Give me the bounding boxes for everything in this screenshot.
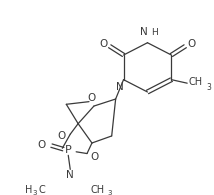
Text: O: O [37, 140, 46, 150]
Text: C: C [38, 185, 45, 195]
Text: 3: 3 [207, 83, 211, 92]
Text: N: N [66, 170, 74, 180]
Text: O: O [91, 152, 99, 162]
Text: O: O [100, 39, 108, 50]
Text: CH: CH [188, 77, 202, 87]
Text: H: H [151, 28, 158, 37]
Text: H: H [25, 185, 33, 195]
Text: CH: CH [91, 185, 105, 195]
Text: N: N [140, 27, 147, 37]
Text: O: O [57, 131, 65, 141]
Text: 3: 3 [33, 190, 37, 195]
Text: O: O [187, 39, 195, 50]
Text: N: N [116, 82, 123, 92]
Text: O: O [88, 93, 96, 103]
Text: 3: 3 [107, 190, 112, 195]
Text: P: P [65, 145, 72, 155]
